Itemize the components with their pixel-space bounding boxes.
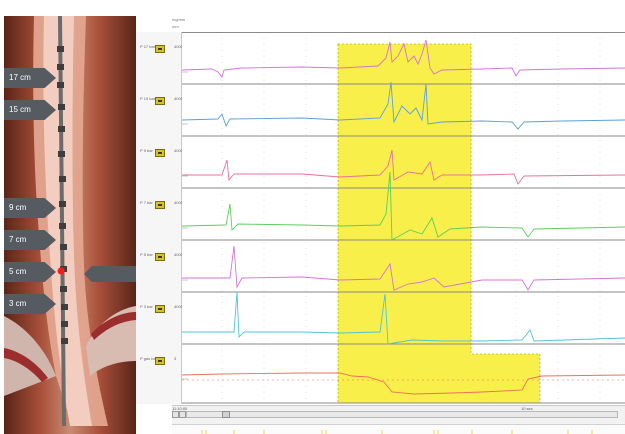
- settings-icon: [158, 204, 162, 206]
- trace-channel-1: [182, 39, 625, 78]
- trace-channel-2: [182, 81, 625, 130]
- channel-settings-button[interactable]: [155, 149, 165, 157]
- marker-7cm: 7 cm: [4, 230, 56, 250]
- marker-3cm: 3 cm: [4, 294, 56, 314]
- settings-icon: [158, 256, 162, 258]
- channel-name: P 17 bar: [140, 44, 156, 49]
- channel-scale: 3: [174, 356, 177, 361]
- trace-channel-3: [182, 149, 625, 185]
- time-scrollbar[interactable]: [186, 411, 618, 418]
- esophagus-drawing: [4, 16, 136, 427]
- channel-scale: 40000: [174, 304, 186, 309]
- channel-name: P 15 bar: [140, 96, 156, 101]
- scroll-left-button[interactable]: [172, 411, 179, 418]
- trace-channel-4: [182, 171, 625, 241]
- channel-settings-button[interactable]: [155, 45, 165, 53]
- marker-15cm: 15 cm: [4, 100, 56, 120]
- event-strip: [172, 424, 625, 434]
- channel-name: P gas bar: [140, 356, 158, 361]
- channel-row-1: P 17 bar 40000: [136, 32, 186, 84]
- trace-channel-5: [182, 245, 625, 291]
- channel-scale: 40000: [174, 44, 186, 49]
- channel-row-4: P 7 bar 40000: [136, 188, 186, 240]
- top-info-strip: [136, 14, 625, 32]
- channel-name: P 9 bar: [140, 148, 153, 153]
- channel-label-column: P 17 bar 40000 P 15 bar 40000 P 9 bar 40…: [136, 32, 186, 404]
- top-unit-label-2: mm: [172, 24, 179, 29]
- time-readout: 11:10:00: [172, 406, 188, 411]
- channel-row-7: P gas bar 3: [136, 344, 182, 396]
- settings-icon: [158, 308, 162, 310]
- channel-row-2: P 15 bar 40000: [136, 84, 186, 136]
- manometry-plot[interactable]: [182, 32, 625, 404]
- scroll-right-button[interactable]: [179, 411, 186, 418]
- selection-highlight[interactable]: [337, 43, 541, 404]
- marker-9cm: 9 cm: [4, 198, 56, 218]
- settings-icon: [158, 100, 162, 102]
- channel-name: P 7 bar: [140, 200, 153, 205]
- zoom-readout: 10 sec: [521, 406, 533, 411]
- channel-scale: 40000: [174, 148, 186, 153]
- channel-scale: 40000: [174, 252, 186, 257]
- settings-icon: [158, 48, 162, 50]
- channel-row-6: P 3 bar 40000: [136, 292, 186, 344]
- channel-scale: 40000: [174, 96, 186, 101]
- channel-settings-button[interactable]: [155, 97, 165, 105]
- event-ticks: [201, 430, 593, 434]
- settings-icon: [158, 152, 162, 154]
- channel-dividers: [182, 32, 625, 404]
- channel-settings-button[interactable]: [155, 357, 165, 365]
- settings-icon: [158, 360, 162, 362]
- trace-channel-7: [182, 372, 625, 395]
- channel-name: P 3 bar: [140, 304, 153, 309]
- marker-5cm: 5 cm: [4, 262, 56, 282]
- esophagus-illustration: 17 cm 15 cm 9 cm 7 cm 5 cm 3 cm: [4, 16, 136, 434]
- marker-17cm: 17 cm: [4, 68, 56, 88]
- scroll-thumb[interactable]: [222, 411, 230, 418]
- channel-scale: 40000: [174, 200, 186, 205]
- channel-name: P 5 bar: [140, 252, 153, 257]
- channel-row-3: P 9 bar 40000: [136, 136, 186, 188]
- trace-channel-6: [182, 291, 625, 345]
- channel-row-5: P 5 bar 40000: [136, 240, 186, 292]
- top-unit-label: mg/min: [172, 17, 186, 22]
- channel-settings-button[interactable]: [155, 305, 165, 313]
- channel-settings-button[interactable]: [155, 201, 165, 209]
- channel-settings-button[interactable]: [155, 253, 165, 261]
